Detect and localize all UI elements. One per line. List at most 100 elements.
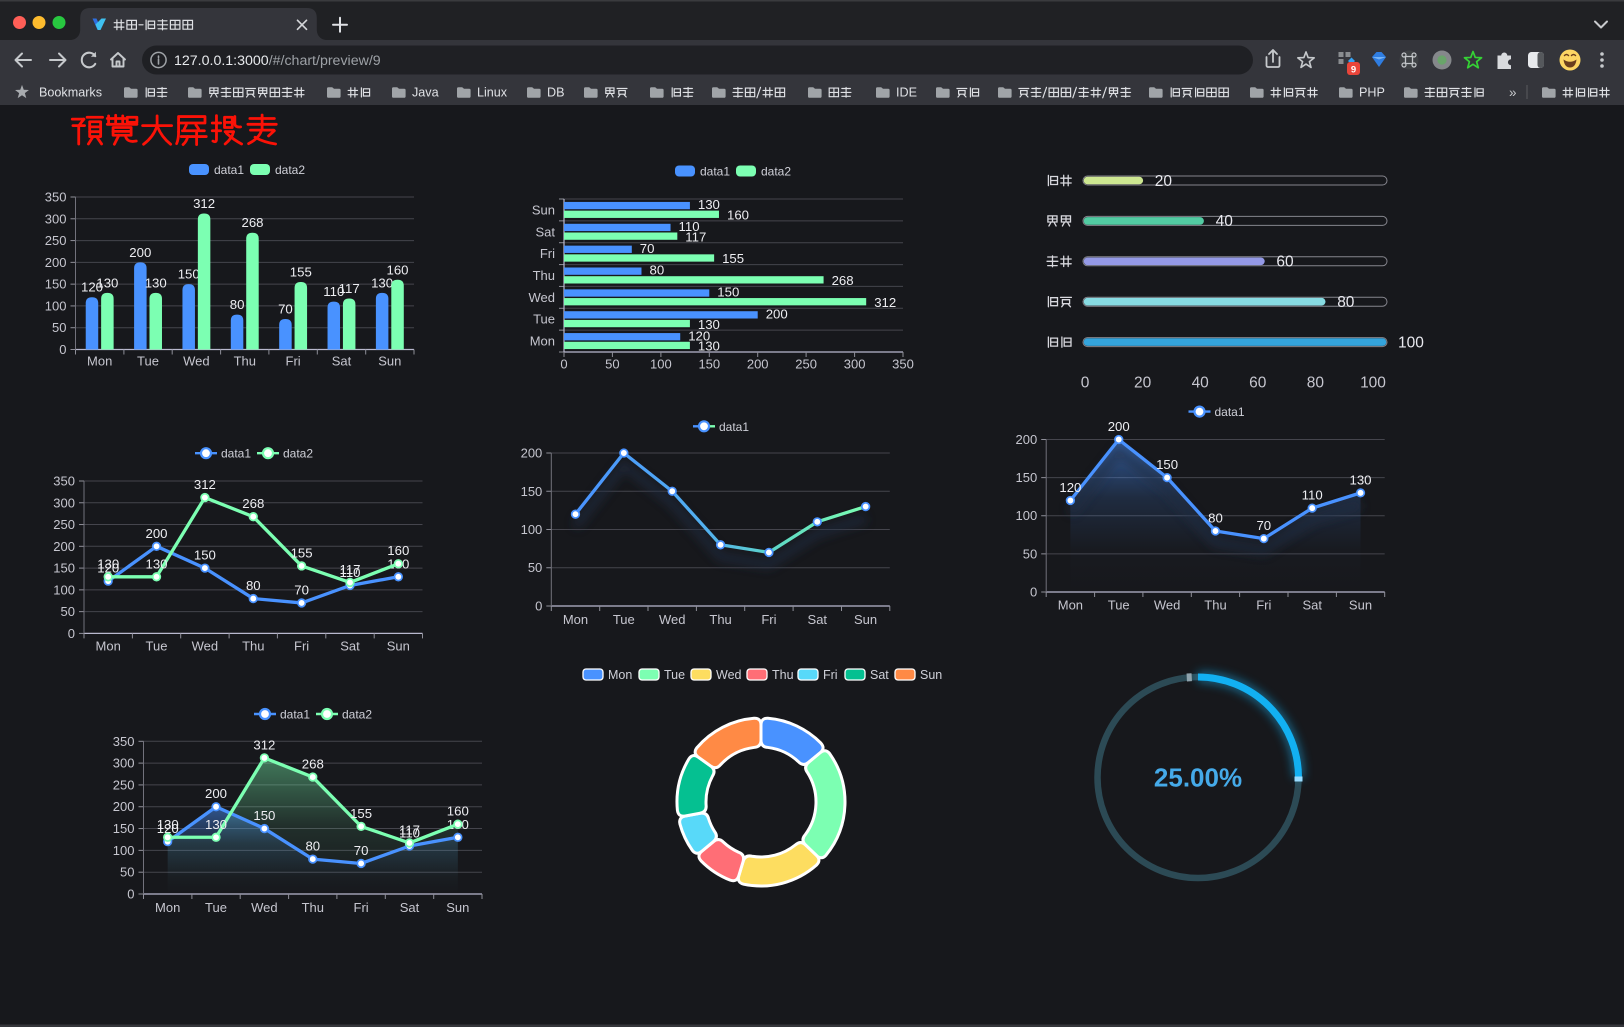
svg-text:0: 0 bbox=[1030, 585, 1037, 600]
svg-text:data1: data1 bbox=[700, 164, 730, 178]
svg-text:Mon: Mon bbox=[87, 354, 112, 369]
svg-text:130: 130 bbox=[145, 275, 167, 290]
svg-text:150: 150 bbox=[178, 267, 200, 282]
svg-text:Mon: Mon bbox=[1058, 598, 1083, 613]
svg-text:200: 200 bbox=[53, 539, 75, 554]
svg-text:0: 0 bbox=[1081, 375, 1090, 392]
svg-text:Wed: Wed bbox=[251, 900, 278, 915]
svg-text:Tue: Tue bbox=[664, 668, 685, 682]
svg-text:80: 80 bbox=[305, 839, 320, 854]
svg-text:110: 110 bbox=[1302, 488, 1323, 503]
svg-text:Tue: Tue bbox=[1108, 598, 1130, 613]
svg-text:Fri: Fri bbox=[761, 612, 776, 627]
svg-text:155: 155 bbox=[290, 265, 312, 280]
svg-text:110: 110 bbox=[339, 565, 360, 580]
svg-text:Sun: Sun bbox=[446, 900, 469, 915]
svg-text:Sat: Sat bbox=[332, 354, 352, 369]
svg-text:Thu: Thu bbox=[1204, 598, 1226, 613]
svg-text:300: 300 bbox=[53, 495, 75, 510]
svg-text:Mon: Mon bbox=[608, 668, 632, 682]
svg-text:50: 50 bbox=[605, 357, 619, 372]
svg-text:100: 100 bbox=[1015, 508, 1037, 523]
svg-text:200: 200 bbox=[747, 357, 769, 372]
svg-text:Thu: Thu bbox=[772, 668, 794, 682]
svg-text:50: 50 bbox=[120, 865, 134, 880]
svg-text:150: 150 bbox=[53, 561, 75, 576]
svg-text:130: 130 bbox=[205, 817, 227, 832]
svg-text:120: 120 bbox=[688, 328, 710, 343]
svg-text:312: 312 bbox=[194, 477, 216, 492]
svg-text:data2: data2 bbox=[275, 163, 305, 177]
svg-text:200: 200 bbox=[45, 255, 67, 270]
svg-text:Mon: Mon bbox=[530, 334, 555, 349]
svg-text:350: 350 bbox=[53, 474, 75, 489]
svg-text:200: 200 bbox=[1015, 432, 1037, 447]
svg-text:120: 120 bbox=[81, 280, 103, 295]
svg-text:Sat: Sat bbox=[400, 900, 420, 915]
svg-text:127.0.0.1:3000: 127.0.0.1:3000 bbox=[174, 53, 269, 69]
svg-text:80: 80 bbox=[230, 297, 245, 312]
svg-text:Sat: Sat bbox=[808, 612, 828, 627]
svg-text:25.00%: 25.00% bbox=[1154, 763, 1242, 793]
svg-text:data1: data1 bbox=[280, 708, 310, 722]
svg-text:9: 9 bbox=[1351, 64, 1356, 75]
svg-text:150: 150 bbox=[717, 285, 739, 300]
svg-text:Sun: Sun bbox=[532, 202, 555, 217]
svg-text:Linux: Linux bbox=[477, 86, 508, 100]
svg-text:Wed: Wed bbox=[183, 354, 210, 369]
svg-text:70: 70 bbox=[294, 582, 309, 597]
svg-text:80: 80 bbox=[246, 578, 261, 593]
svg-text:data2: data2 bbox=[283, 447, 313, 461]
svg-text:117: 117 bbox=[399, 823, 420, 838]
svg-text:PHP: PHP bbox=[1359, 86, 1385, 100]
svg-text:»: » bbox=[1509, 85, 1517, 100]
svg-text:80: 80 bbox=[650, 263, 665, 278]
svg-text:100: 100 bbox=[1360, 375, 1386, 392]
svg-text:/#/chart/preview/9: /#/chart/preview/9 bbox=[269, 53, 381, 69]
svg-text:Mon: Mon bbox=[563, 612, 588, 627]
svg-text:268: 268 bbox=[242, 496, 264, 511]
svg-text:Thu: Thu bbox=[709, 612, 731, 627]
svg-text:117: 117 bbox=[339, 281, 360, 296]
svg-text:300: 300 bbox=[45, 211, 67, 226]
svg-text:Sun: Sun bbox=[920, 668, 942, 682]
svg-text:120: 120 bbox=[97, 561, 119, 576]
svg-text:data1: data1 bbox=[719, 420, 749, 434]
svg-text:Tue: Tue bbox=[146, 639, 168, 654]
svg-text:110: 110 bbox=[679, 219, 700, 234]
svg-text:155: 155 bbox=[350, 806, 372, 821]
svg-text:110: 110 bbox=[323, 284, 344, 299]
svg-text:160: 160 bbox=[447, 804, 469, 819]
svg-text:Sat: Sat bbox=[870, 668, 889, 682]
svg-text:200: 200 bbox=[145, 526, 167, 541]
svg-text:data2: data2 bbox=[761, 164, 791, 178]
svg-text:80: 80 bbox=[1337, 294, 1355, 311]
svg-text:312: 312 bbox=[874, 295, 896, 310]
svg-text:Fri: Fri bbox=[1256, 598, 1271, 613]
svg-text:130: 130 bbox=[157, 817, 179, 832]
svg-text:300: 300 bbox=[113, 756, 135, 771]
svg-text:130: 130 bbox=[97, 556, 119, 571]
svg-text:Fri: Fri bbox=[286, 354, 301, 369]
svg-text:data1: data1 bbox=[214, 163, 244, 177]
svg-text:130: 130 bbox=[96, 275, 118, 290]
svg-text:130: 130 bbox=[698, 317, 720, 332]
svg-text:Wed: Wed bbox=[659, 612, 686, 627]
svg-text:160: 160 bbox=[387, 543, 409, 558]
svg-text:Thu: Thu bbox=[234, 354, 256, 369]
svg-text:120: 120 bbox=[157, 821, 179, 836]
svg-text:130: 130 bbox=[1349, 472, 1371, 487]
svg-text:50: 50 bbox=[52, 320, 66, 335]
svg-text:200: 200 bbox=[129, 245, 151, 260]
svg-text:100: 100 bbox=[53, 582, 75, 597]
svg-text:130: 130 bbox=[371, 275, 393, 290]
svg-text:150: 150 bbox=[113, 821, 135, 836]
svg-text:Thu: Thu bbox=[302, 900, 324, 915]
svg-text:40: 40 bbox=[1216, 213, 1234, 230]
svg-text:Sun: Sun bbox=[1349, 598, 1372, 613]
svg-text:350: 350 bbox=[892, 357, 914, 372]
svg-text:Fri: Fri bbox=[354, 900, 369, 915]
svg-text:Fri: Fri bbox=[823, 668, 838, 682]
svg-text:120: 120 bbox=[1059, 480, 1081, 495]
svg-text:268: 268 bbox=[302, 757, 324, 772]
